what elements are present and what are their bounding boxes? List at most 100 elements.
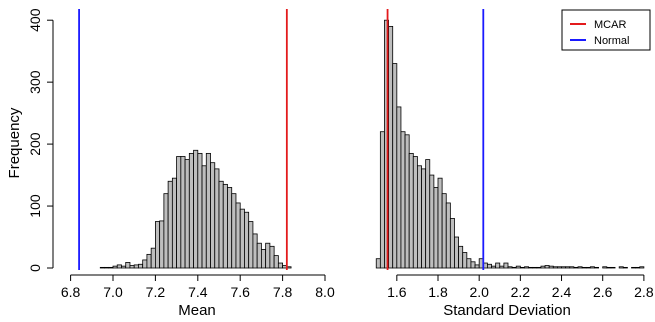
sd-histogram-bar <box>536 266 542 269</box>
sd-histogram-bar <box>569 266 575 269</box>
sd-histogram-bar <box>585 266 591 269</box>
sd-x-tick-label: 1.8 <box>428 284 448 300</box>
mean-histogram-bar <box>273 255 279 269</box>
sd-histogram-bar <box>379 131 385 269</box>
sd-histogram-bar <box>511 266 517 269</box>
sd-histogram-bar <box>392 63 398 269</box>
mean-histogram-bar <box>154 221 161 269</box>
legend-label-normal: Normal <box>594 35 629 47</box>
mean-x-tick-label: 7.4 <box>188 284 208 300</box>
sd-histogram-bar <box>396 106 402 269</box>
sd-histogram-bar <box>635 266 641 269</box>
sd-histogram-bar <box>524 266 529 269</box>
mean-histogram-bar <box>104 266 110 269</box>
mean-histogram-bar <box>142 259 148 269</box>
sd-histogram-bar <box>618 266 624 269</box>
mean-histogram-bar <box>210 162 216 269</box>
sd-histogram-bar <box>441 193 447 269</box>
sd-histogram-bar <box>631 266 637 269</box>
sd-histogram-bar <box>548 265 554 269</box>
mean-histogram-bar <box>260 249 267 269</box>
mean-histogram-bar <box>201 165 207 269</box>
sd-histogram-bar <box>573 266 579 269</box>
sd-histogram-bar <box>445 202 451 269</box>
mean-histogram-bar <box>180 156 186 269</box>
mean-histogram-bar <box>239 208 245 269</box>
mean-histogram-bar <box>163 193 169 269</box>
sd-histogram-bar <box>433 187 439 269</box>
sd-histogram-bar <box>449 218 455 269</box>
y-tick-label: 400 <box>27 8 43 32</box>
mean-histogram-bar <box>256 242 262 269</box>
sd-histogram-bar <box>400 131 406 269</box>
mean-histogram-bar <box>227 187 233 269</box>
sd-histogram-bar <box>515 265 521 269</box>
mean-histogram-bar <box>171 177 178 269</box>
y-tick-label: 100 <box>27 194 43 218</box>
sd-x-tick-label: 2.4 <box>552 284 572 300</box>
mean-histogram-bar <box>235 202 241 269</box>
sd-histogram-bar <box>594 266 599 269</box>
mean-histogram-bar <box>222 183 228 269</box>
sd-histogram-bar <box>519 266 525 269</box>
sd-histogram-bar <box>581 266 587 269</box>
sd-histogram-bar <box>503 262 509 269</box>
sd-histogram-bar <box>499 265 505 269</box>
mean-histogram-bar <box>108 266 114 269</box>
mean-histogram-panel: 6.8 7.0 7.2 7.4 7.6 7.8 8.0 0 100 200 300 400 <box>27 8 335 300</box>
sd-histogram-bar <box>532 266 538 269</box>
mean-histogram-bar <box>176 156 182 269</box>
mean-histogram-bar <box>265 242 271 269</box>
sd-histogram-bar <box>412 156 418 269</box>
sd-histogram-bar <box>417 165 422 269</box>
sd-x-tick-label: 2.8 <box>634 284 654 300</box>
x-axis-title-sd: Standard Deviation <box>443 302 571 319</box>
mean-histogram-bar <box>125 262 131 269</box>
sd-histogram-bar <box>507 266 513 269</box>
sd-histogram-bar <box>639 266 645 269</box>
sd-histogram-bar <box>602 266 608 269</box>
mean-x-tick-label: 7.0 <box>103 284 123 300</box>
sd-histogram-bar <box>557 266 562 269</box>
mean-histogram-bar <box>214 168 220 269</box>
sd-histogram-bar <box>454 236 459 269</box>
mean-histogram-bar <box>116 264 122 269</box>
sd-histogram-bar <box>589 266 595 269</box>
mean-histogram-bar <box>112 265 118 269</box>
sd-histogram-bar <box>577 266 583 269</box>
mean-x-tick-label: 8.0 <box>315 284 335 300</box>
mean-histogram-bar <box>197 152 203 269</box>
mean-x-tick-label: 7.8 <box>273 284 293 300</box>
mean-histogram-bar <box>133 264 139 269</box>
sd-histogram-bar <box>408 152 414 269</box>
sd-histogram-bar <box>487 263 492 269</box>
mean-histogram-bar <box>188 152 194 269</box>
sd-histogram-bar <box>540 265 546 269</box>
sd-x-tick-label: 2.6 <box>593 284 613 300</box>
sd-x-tick-label: 2.0 <box>469 284 489 300</box>
sd-histogram-bar <box>470 261 476 269</box>
mean-histogram-bar <box>277 262 283 269</box>
y-tick-label: 200 <box>27 132 43 156</box>
sd-x-tick-label: 1.6 <box>387 284 407 300</box>
mean-histogram-bar <box>205 152 211 269</box>
mean-histogram-bar <box>184 159 190 269</box>
mean-histogram-bar <box>248 221 254 269</box>
y-tick-label: 300 <box>27 70 43 94</box>
mean-histogram-bar <box>150 247 156 269</box>
mean-histogram-bar <box>252 233 258 269</box>
sd-histogram-bar <box>474 264 480 269</box>
sd-histogram-bar <box>606 266 612 269</box>
mean-x-tick-label: 7.2 <box>146 284 166 300</box>
sd-histogram-bar <box>429 174 435 269</box>
sd-histogram-bar <box>404 134 410 269</box>
sd-histogram-bar <box>375 258 381 269</box>
sd-histogram-bar <box>458 245 464 269</box>
mean-histogram-bar <box>269 245 275 269</box>
mean-histogram-bar <box>121 265 127 269</box>
mean-histogram-bar <box>244 211 250 269</box>
mean-histogram-bar <box>159 220 165 269</box>
y-axis-title: Frequency <box>6 107 23 178</box>
mean-histogram-bar <box>167 180 173 269</box>
